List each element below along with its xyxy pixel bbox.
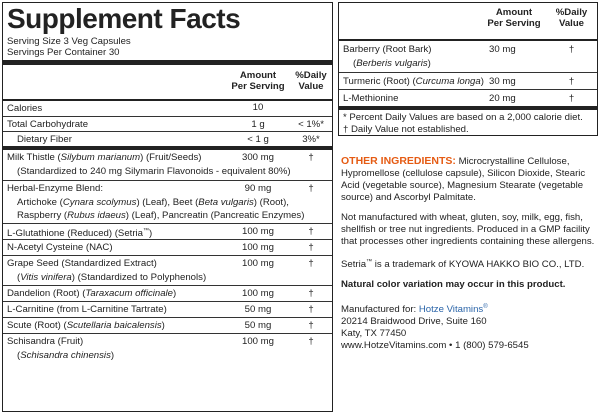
row-nac: N-Acetyl Cysteine (NAC) 100 mg †	[3, 239, 332, 255]
footnote-dagger: † Daily Value not established.	[343, 123, 469, 135]
row-l-methionine: L-Methionine 20 mg †	[339, 89, 597, 106]
row-l-carnitine: L-Carnitine (from L-Carnitine Tartrate) …	[3, 301, 332, 317]
row-scute: Scute (Root) (Scutellaria baicalensis) 5…	[3, 317, 332, 333]
row-l-glutathione: L-Glutathione (Reduced) (Setria™) 100 mg…	[3, 223, 332, 239]
brand-name: Hotze Vitamins	[418, 304, 484, 316]
row-dandelion: Dandelion (Root) (Taraxacum officinale) …	[3, 285, 332, 301]
color-variation-note: Natural color variation may occur in thi…	[341, 279, 566, 291]
panel-title: Supplement Facts	[7, 3, 241, 34]
servings-per-container: Servings Per Container 30	[7, 47, 120, 58]
row-milk-thistle: Milk Thistle (Silybum marianum) (Fruit/S…	[7, 152, 314, 177]
column-header: Amount Per Serving %Daily Value	[231, 70, 327, 92]
address-line-2: Katy, TX 77450	[341, 328, 407, 340]
contact-line: www.HotzeVitamins.com • 1 (800) 579-6545	[341, 340, 529, 352]
row-barberry: Barberry (Root Bark) (Berberis vulgaris)…	[343, 44, 575, 69]
row-turmeric: Turmeric (Root) (Curcuma longa) 30 mg †	[339, 72, 597, 89]
other-ingredients: OTHER INGREDIENTS: Microcrystalline Cell…	[341, 155, 586, 203]
address-line-1: 20214 Braidwood Drive, Suite 160	[341, 316, 487, 328]
row-herbal-enzyme-blend: Herbal-Enzyme Blend: Artichoke (Cynara s…	[3, 180, 332, 223]
label-info: OTHER INGREDIENTS: Microcrystalline Cell…	[341, 155, 598, 352]
supplement-facts-continued: Amount Per Serving %Daily Value Barberry (…	[338, 2, 598, 136]
other-ingredients-label: OTHER INGREDIENTS:	[341, 155, 456, 167]
row-calories: Calories 10	[7, 102, 264, 114]
setria-trademark: Setria™ is a trademark of KYOWA HAKKO BI…	[341, 259, 585, 271]
row-schisandra: Schisandra (Fruit) (Schisandra chinensis…	[3, 333, 332, 363]
supplement-facts-panel: Supplement Facts Serving Size 3 Veg Caps…	[2, 2, 333, 412]
row-grape-seed: Grape Seed (Standardized Extract) (Vitis…	[3, 255, 332, 285]
row-dietary-fiber: Dietary Fiber < 1 g 3%*	[3, 131, 332, 146]
serving-size: Serving Size 3 Veg Capsules	[7, 36, 131, 47]
manufacturer-block: Manufactured for: Hotze Vitamins® 20214 …	[341, 301, 598, 352]
footnote-percent: * Percent Daily Values are based on a 2,…	[343, 112, 583, 123]
allergen-statement: Not manufactured with wheat, gluten, soy…	[341, 212, 595, 247]
row-total-carbohydrate: Total Carbohydrate 1 g < 1%*	[3, 116, 332, 131]
column-header-continued: Amount Per Serving %Daily Value	[487, 7, 588, 29]
